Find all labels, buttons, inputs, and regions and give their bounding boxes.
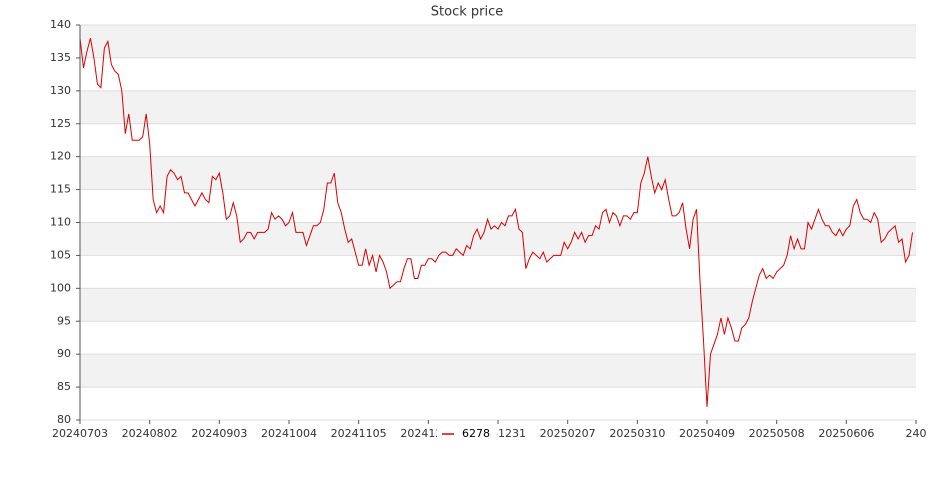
legend-label: 6278 bbox=[462, 427, 490, 440]
y-tick-label: 105 bbox=[50, 248, 71, 261]
y-tick-label: 140 bbox=[50, 18, 71, 31]
x-tick-label: 240 bbox=[906, 427, 927, 440]
y-tick-label: 110 bbox=[50, 216, 71, 229]
y-tick-label: 100 bbox=[50, 281, 71, 294]
y-tick-label: 85 bbox=[57, 380, 71, 393]
legend-box bbox=[437, 427, 497, 441]
x-tick-label: 20250207 bbox=[540, 427, 596, 440]
plot bbox=[79, 38, 914, 407]
y-tick-label: 120 bbox=[50, 150, 71, 163]
grid-band bbox=[80, 156, 916, 190]
grid-band bbox=[80, 25, 916, 58]
y-tick-label: 125 bbox=[50, 117, 71, 130]
grid-band bbox=[80, 90, 916, 124]
grid-band bbox=[80, 222, 916, 256]
y-tick-label: 115 bbox=[50, 183, 71, 196]
x-tick-label: 20250508 bbox=[749, 427, 805, 440]
y-tick-label: 135 bbox=[50, 51, 71, 64]
axes: 80 85 90 95 100 105 110 115 120 125 130 135 140 20240… bbox=[50, 18, 927, 440]
grid-band bbox=[80, 288, 916, 322]
x-tick-label: 20241004 bbox=[261, 427, 317, 440]
grid-bands bbox=[80, 25, 916, 388]
x-tick-label: 20250310 bbox=[609, 427, 665, 440]
y-tick-label: 95 bbox=[57, 314, 71, 327]
y-tick-label: 130 bbox=[50, 84, 71, 97]
x-tick-label: 20240703 bbox=[52, 427, 108, 440]
y-tick-label: 90 bbox=[57, 347, 71, 360]
y-tick-label: 80 bbox=[57, 413, 71, 426]
grid bbox=[80, 24, 916, 421]
grid-band bbox=[80, 354, 916, 388]
x-tick-label: 20240903 bbox=[191, 427, 247, 440]
x-tick-label: 20250409 bbox=[679, 427, 735, 440]
chart-title: Stock price bbox=[431, 5, 503, 20]
x-tick-label: 20240802 bbox=[122, 427, 178, 440]
x-tick-label: 20250606 bbox=[818, 427, 874, 440]
x-tick-label: 20241105 bbox=[331, 427, 387, 440]
price-line bbox=[79, 38, 914, 407]
